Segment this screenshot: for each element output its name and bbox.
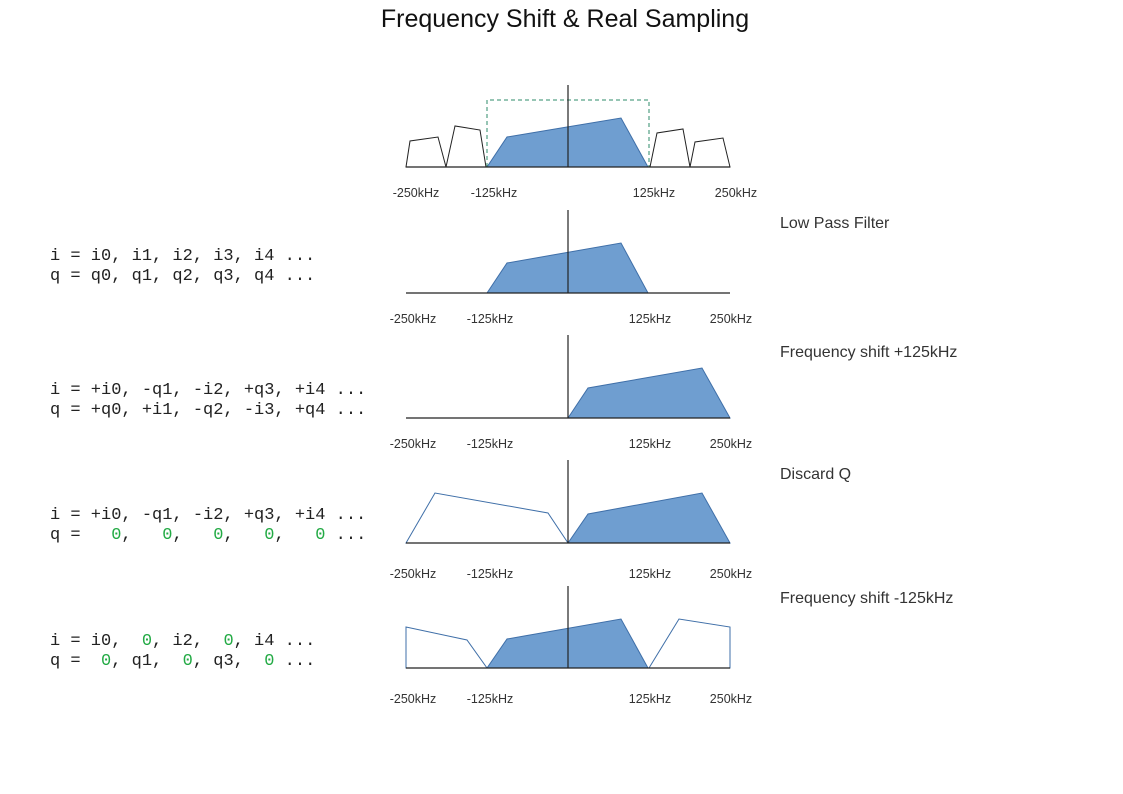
frequency-tick-label: 250kHz (715, 186, 757, 200)
sequence-text: ... (325, 526, 367, 545)
frequency-tick-label: -250kHz (393, 186, 440, 200)
zero-sample: 0 (264, 526, 275, 545)
image-band (689, 137, 731, 168)
image-band (648, 618, 731, 669)
sequence-text: q = q0, q1, q2, q3, q4 ... (50, 267, 316, 286)
zero-sample: 0 (315, 526, 326, 545)
sequence-text: , (172, 526, 214, 545)
q-sequence: q = +q0, +i1, -q2, -i3, +q4 ... (50, 401, 366, 421)
frequency-tick-label: -125kHz (467, 692, 514, 706)
frequency-tick-label: 125kHz (629, 312, 671, 326)
image-band (445, 125, 487, 168)
zero-sample: 0 (111, 526, 122, 545)
sample-sequence: i = +i0, -q1, -i2, +q3, +i4 ... q = 0, 0,… (50, 506, 366, 546)
i-sequence: i = +i0, -q1, -i2, +q3, +i4 ... (50, 381, 366, 401)
image-band (405, 136, 447, 168)
frequency-tick-label: -125kHz (467, 567, 514, 581)
frequency-tick-label: -125kHz (467, 437, 514, 451)
sequence-text: i = +i0, -q1, -i2, +q3, +i4 ... (50, 381, 367, 400)
sequence-text: q = +q0, +i1, -q2, -i3, +q4 ... (50, 401, 367, 420)
diagram-title: Frequency Shift & Real Sampling (380, 5, 750, 33)
sequence-text: i = i0, (50, 632, 142, 651)
frequency-tick-label: -250kHz (390, 312, 437, 326)
signal-band (567, 367, 731, 419)
image-band (405, 626, 488, 669)
sequence-text: , (223, 526, 265, 545)
frequency-tick-label: 250kHz (710, 692, 752, 706)
step-label: Frequency shift +125kHz (780, 344, 958, 361)
sequence-text: q = (50, 652, 102, 671)
frequency-tick-label: 125kHz (629, 692, 671, 706)
sequence-text: , i2, (152, 632, 224, 651)
sequence-text: , q1, (111, 652, 183, 671)
sequence-text: ... (274, 652, 316, 671)
frequency-tick-label: -250kHz (390, 437, 437, 451)
zero-sample: 0 (223, 632, 234, 651)
frequency-tick-label: -250kHz (390, 567, 437, 581)
sample-sequence: i = i0, 0, i2, 0, i4 ... q = 0, q1, 0, q3… (50, 632, 315, 672)
image-band (405, 492, 569, 544)
frequency-tick-label: 250kHz (710, 437, 752, 451)
step-label: Low Pass Filter (780, 215, 890, 232)
zero-sample: 0 (162, 526, 173, 545)
sequence-text: , (274, 526, 316, 545)
frequency-tick-label: -125kHz (467, 312, 514, 326)
sequence-text: q = (50, 526, 112, 545)
frequency-tick-label: 250kHz (710, 567, 752, 581)
q-sequence: q = 0, q1, 0, q3, 0 ... (50, 652, 315, 672)
frequency-tick-label: -250kHz (390, 692, 437, 706)
zero-sample: 0 (141, 632, 153, 651)
frequency-tick-label: 125kHz (629, 437, 671, 451)
frequency-tick-label: 125kHz (629, 567, 671, 581)
signal-band (567, 492, 731, 544)
sample-sequence: i = i0, i1, i2, i3, i4 ... q = q0, q1, q2… (50, 247, 315, 287)
sequence-text: , q3, (192, 652, 265, 671)
sequence-text: , (121, 526, 163, 545)
sample-sequence: i = +i0, -q1, -i2, +q3, +i4 ... q = +q0, … (50, 381, 366, 421)
frequency-tick-label: -125kHz (471, 186, 518, 200)
sequence-text: , i4 ... (233, 632, 316, 651)
q-sequence: q = 0, 0, 0, 0, 0 ... (50, 526, 366, 546)
step-label: Discard Q (780, 466, 852, 483)
i-sequence: i = i0, i1, i2, i3, i4 ... (50, 247, 315, 267)
frequency-tick-label: 250kHz (710, 312, 752, 326)
image-band (649, 128, 691, 168)
zero-sample: 0 (182, 652, 193, 671)
sequence-text: i = i0, i1, i2, i3, i4 ... (50, 247, 316, 266)
zero-sample: 0 (264, 652, 275, 671)
i-sequence: i = +i0, -q1, -i2, +q3, +i4 ... (50, 506, 366, 526)
frequency-tick-label: 125kHz (633, 186, 675, 200)
sequence-text: i = +i0, -q1, -i2, +q3, +i4 ... (50, 506, 367, 525)
i-sequence: i = i0, 0, i2, 0, i4 ... (50, 632, 315, 652)
zero-sample: 0 (213, 526, 224, 545)
step-label: Frequency shift -125kHz (780, 590, 954, 607)
zero-sample: 0 (101, 652, 112, 671)
q-sequence: q = q0, q1, q2, q3, q4 ... (50, 267, 315, 287)
